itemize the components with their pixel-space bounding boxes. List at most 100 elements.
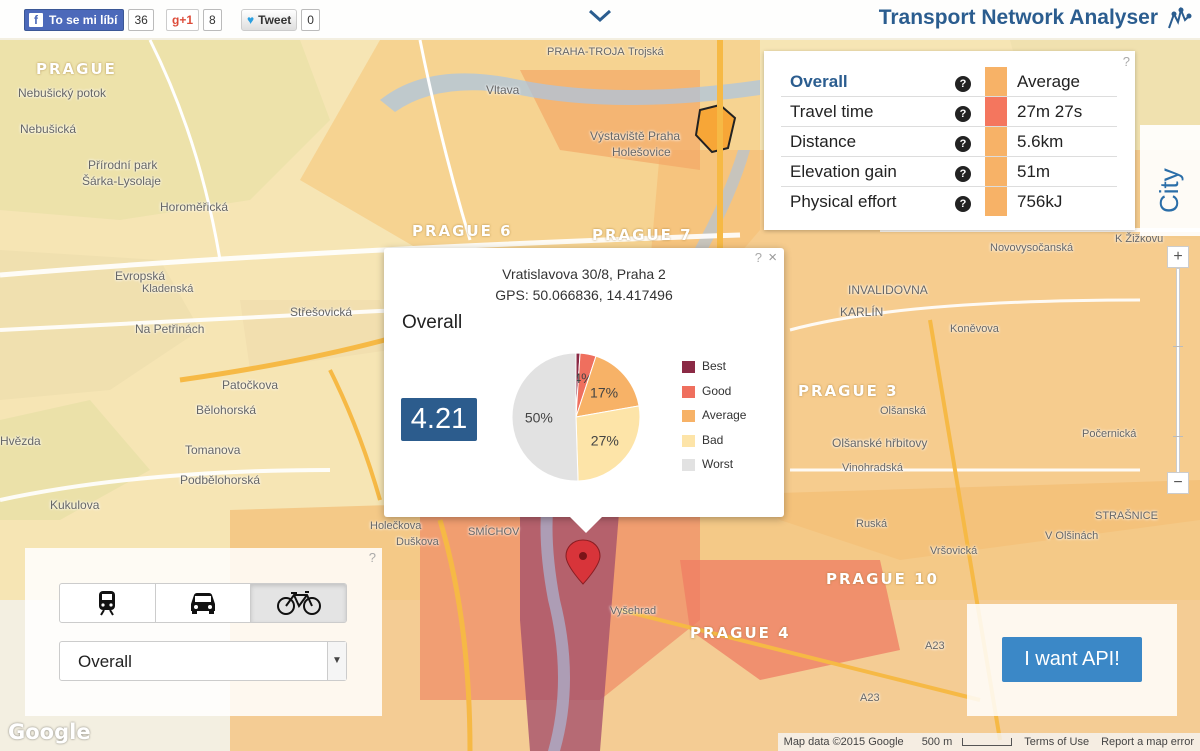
map-street-label: SMÍCHOV (468, 526, 520, 538)
map-street-label: Koněvova (950, 323, 999, 335)
map-street-label: Duškova (396, 536, 439, 548)
map-street-label: V Olšinách (1045, 530, 1099, 542)
map-street-label: Přírodní park (88, 158, 158, 172)
map-street-label: Vyšehrad (610, 605, 657, 617)
question-circle-icon[interactable]: ? (955, 75, 971, 92)
summary-value: Average (1007, 67, 1117, 97)
legend-label: Average (702, 408, 747, 422)
legend-label: Best (702, 359, 727, 373)
twitter-icon: ♥ (247, 13, 255, 27)
overall-pie-chart: 4%17%27%50% (511, 352, 641, 482)
mode-car-button[interactable] (156, 584, 252, 622)
legend-item-best[interactable]: Best (682, 358, 772, 376)
pie-label-bad: 27% (591, 432, 619, 448)
mode-public-transport-button[interactable] (60, 584, 156, 622)
map-street-label: Nebušický potok (18, 86, 107, 100)
map-street-label: Výstaviště Praha (590, 129, 681, 143)
zoom-slider-track[interactable] (1176, 268, 1180, 474)
summary-value: 5.6km (1007, 126, 1117, 157)
map-street-label: Bělohorská (196, 403, 257, 417)
map-street-label: K Žižkovu (1115, 233, 1164, 245)
tweet-count: 0 (301, 9, 320, 31)
rating-swatch (985, 187, 1007, 216)
metric-select[interactable]: Overall ▼ (59, 641, 347, 681)
chevron-down-icon[interactable]: ▼ (327, 642, 346, 680)
popup-help-icon[interactable]: ? (754, 250, 762, 265)
location-popup: ? × Vratislavova 30/8, Praha 2 GPS: 50.0… (384, 248, 784, 533)
map-street-label: Holečkova (370, 520, 422, 532)
api-button[interactable]: I want API! (1002, 637, 1142, 682)
popup-title: Overall (402, 312, 463, 333)
summary-value: 27m 27s (1007, 96, 1117, 127)
location-pin-icon (565, 539, 601, 585)
facebook-like-count: 36 (128, 9, 154, 31)
chevron-down-icon[interactable] (588, 7, 612, 25)
legend-swatch (682, 385, 695, 398)
top-bar: f To se mi líbí 36 g+1 8 ♥ Tweet 0 Transpo… (0, 0, 1200, 38)
close-icon[interactable]: × (768, 249, 777, 266)
city-tab[interactable]: City (1140, 125, 1200, 236)
pie-slice-average[interactable] (575, 355, 640, 418)
city-tab-label: City (1154, 168, 1184, 213)
gplus-button[interactable]: g+1 (166, 9, 200, 31)
mode-panel: ? Overall ▼ (25, 548, 382, 716)
gplus-share: g+1 8 (166, 9, 222, 31)
summary-label: Travel time (781, 96, 941, 127)
help-icon[interactable]: ? (1122, 54, 1130, 69)
map-street-label: Počernická (1082, 428, 1137, 440)
district-label: PRAGUE 4 (690, 624, 791, 642)
map-data-credit: Map data ©2015 Google (783, 736, 904, 748)
map-street-label: Evropská (115, 269, 166, 283)
summary-row-elevation-gain: Elevation gain ? 51m (781, 156, 1117, 187)
question-circle-icon[interactable]: ? (955, 195, 971, 212)
mode-bicycle-button[interactable] (251, 584, 346, 622)
legend-label: Worst (702, 457, 734, 471)
twitter-share: ♥ Tweet 0 (241, 9, 320, 31)
pie-slice-bad[interactable] (575, 405, 641, 482)
api-panel: I want API! (967, 604, 1177, 716)
help-icon[interactable]: ? (368, 550, 376, 565)
city-logo-icon (1168, 6, 1192, 29)
bicycle-icon (276, 591, 321, 615)
district-label: PRAGUE 10 (826, 570, 939, 588)
transport-mode-selector (59, 583, 347, 623)
legend-item-bad[interactable]: Bad (682, 432, 772, 450)
legend-item-average[interactable]: Average (682, 407, 772, 425)
district-label: PRAGUE 7 (592, 226, 693, 244)
scale-bar (962, 738, 1013, 747)
terms-link[interactable]: Terms of Use (1024, 736, 1090, 748)
facebook-like-label: To se mi líbí (49, 13, 118, 27)
pie-label-average: 17% (590, 385, 618, 401)
pie-label-worst: 50% (525, 410, 553, 426)
facebook-share: f To se mi líbí 36 (24, 9, 154, 31)
question-circle-icon[interactable]: ? (955, 165, 971, 182)
map-street-label: Vltava (486, 83, 520, 97)
tweet-button[interactable]: ♥ Tweet (241, 9, 298, 31)
question-circle-icon[interactable]: ? (955, 105, 971, 122)
summary-panel: ? Overall ? Average Travel time ? 27m 27… (764, 51, 1135, 230)
legend-swatch (682, 361, 695, 373)
legend-item-good[interactable]: Good (682, 383, 772, 401)
car-icon (191, 593, 215, 614)
map-scale-label: 500 m (921, 736, 953, 748)
zoom-out-button[interactable]: − (1167, 472, 1189, 494)
summary-label: Elevation gain (781, 156, 941, 187)
summary-label: Physical effort (790, 191, 897, 211)
legend-label: Bad (702, 432, 724, 447)
facebook-like-button[interactable]: f To se mi líbí (24, 9, 125, 31)
gplus-count: 8 (203, 9, 222, 31)
zoom-slider-tick (1173, 346, 1183, 347)
rating-swatch (985, 67, 1007, 96)
train-icon (99, 591, 116, 616)
question-circle-icon[interactable]: ? (955, 135, 971, 152)
legend-item-worst[interactable]: Worst (682, 456, 772, 474)
map-street-label: Olšanské hřbitovy (832, 436, 928, 450)
legend-swatch (682, 410, 695, 422)
summary-value: 756kJ (1017, 191, 1063, 211)
facebook-icon: f (29, 13, 43, 27)
app-title: Transport Network Analyser (878, 6, 1158, 29)
report-error-link[interactable]: Report a map error (1101, 736, 1194, 748)
zoom-in-button[interactable]: + (1167, 246, 1189, 268)
map-street-label: Patočkova (222, 378, 279, 392)
pie-slice-worst[interactable] (511, 352, 579, 482)
